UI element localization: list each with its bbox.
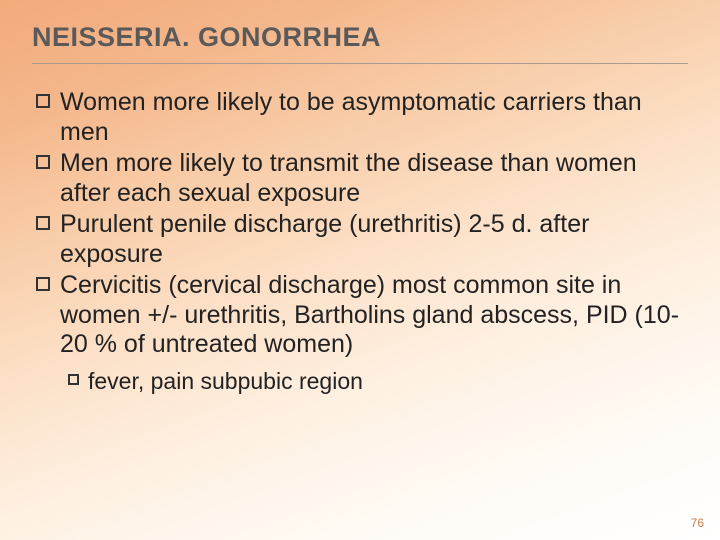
bullet-item: Men more likely to transmit the disease …	[36, 149, 688, 208]
bullet-list: Women more likely to be asymptomatic car…	[32, 88, 688, 360]
square-bullet-icon	[36, 216, 50, 230]
square-bullet-icon	[68, 374, 79, 385]
slide: NEISSERIA. GONORRHEA Women more likely t…	[0, 0, 720, 540]
bullet-item: Purulent penile discharge (urethritis) 2…	[36, 210, 688, 269]
bullet-item: Women more likely to be asymptomatic car…	[36, 88, 688, 147]
sub-bullet-text: fever, pain subpubic region	[88, 368, 363, 394]
bullet-text: Purulent penile discharge (urethritis) 2…	[60, 210, 589, 268]
square-bullet-icon	[36, 277, 50, 291]
square-bullet-icon	[36, 155, 50, 169]
sub-bullet-list: fever, pain subpubic region	[32, 368, 688, 396]
bullet-item: Cervicitis (cervical discharge) most com…	[36, 271, 688, 360]
bullet-text: Cervicitis (cervical discharge) most com…	[60, 271, 679, 358]
sub-bullet-item: fever, pain subpubic region	[68, 368, 688, 396]
bullet-text: Men more likely to transmit the disease …	[60, 149, 637, 207]
square-bullet-icon	[36, 94, 50, 108]
page-number: 76	[691, 516, 704, 530]
bullet-text: Women more likely to be asymptomatic car…	[60, 88, 642, 146]
slide-title: NEISSERIA. GONORRHEA	[32, 22, 688, 64]
